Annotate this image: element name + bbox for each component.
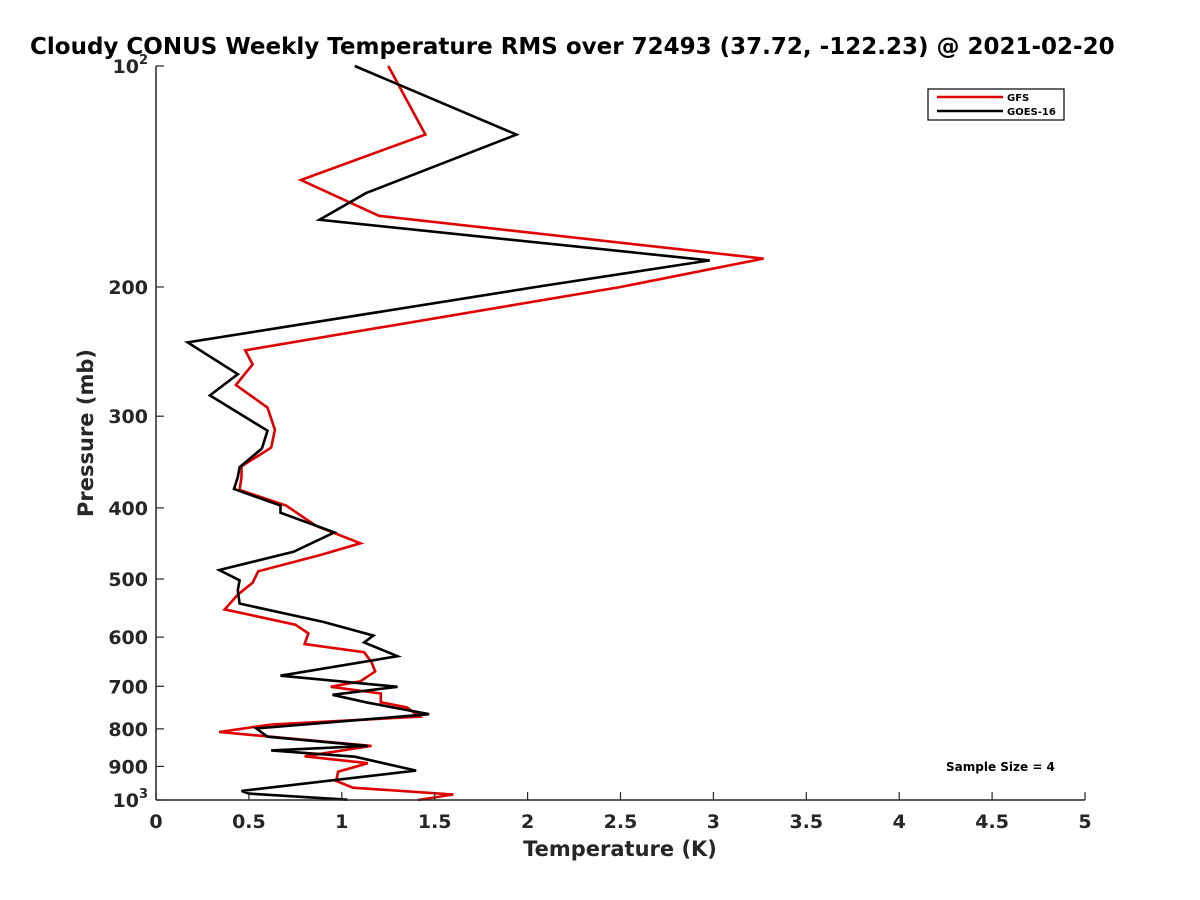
x-axis-label: Temperature (K) (523, 837, 717, 861)
x-tick-label-8: 4 (893, 811, 906, 833)
y-tick-label-5: 600 (108, 627, 148, 649)
y-tick-label-1: 200 (108, 277, 148, 299)
chart-title: Cloudy CONUS Weekly Temperature RMS over… (30, 34, 1115, 60)
x-ticks: 0 0.5 1 1.5 2 2.5 3 3.5 4 4.5 5 (149, 792, 1092, 833)
y-tick-label-9: 103 (113, 787, 149, 812)
series-line-1 (183, 64, 710, 801)
sample-size-annotation: Sample Size = 4 (946, 760, 1055, 774)
x-tick-label-10: 5 (1078, 811, 1091, 833)
plot-lines (183, 64, 764, 802)
x-tick-label-4: 2 (521, 811, 534, 833)
legend-label-1: GOES-16 (1007, 107, 1056, 118)
x-tick-label-6: 3 (707, 811, 720, 833)
y-tick-label-3: 400 (108, 498, 148, 520)
y-tick-label-2: 300 (108, 406, 148, 428)
x-tick-label-3: 1.5 (418, 811, 452, 833)
legend-box (927, 88, 1065, 121)
x-tick-label-2: 1 (335, 811, 348, 833)
y-tick-label-8: 900 (108, 756, 148, 778)
y-tick-label-6: 700 (108, 676, 148, 698)
x-tick-label-9: 4.5 (975, 811, 1009, 833)
legend-label-0: GFS (1007, 93, 1029, 104)
x-tick-label-7: 3.5 (789, 811, 823, 833)
x-tick-label-0: 0 (149, 811, 162, 833)
y-tick-label-4: 500 (108, 569, 148, 591)
y-axis-label: Pressure (mb) (74, 349, 98, 517)
legend: GFS GOES-16 (927, 88, 1065, 121)
x-tick-label-1: 0.5 (232, 811, 266, 833)
y-tick-label-7: 800 (108, 719, 148, 741)
x-tick-label-5: 2.5 (604, 811, 638, 833)
